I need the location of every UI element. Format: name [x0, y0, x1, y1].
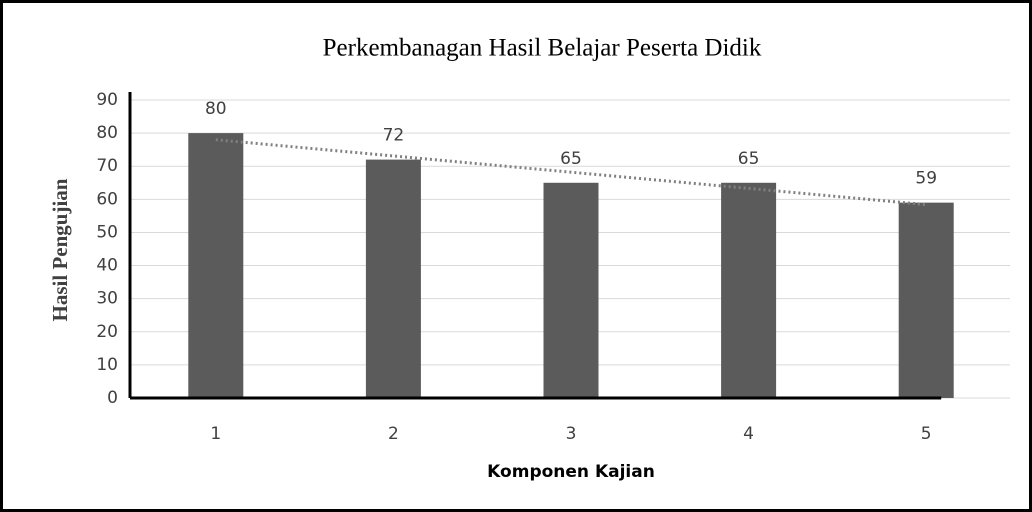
trendline: [215, 138, 927, 207]
x-tick-label: 4: [743, 424, 754, 444]
bar: [721, 182, 777, 398]
y-tick-label: 60: [96, 189, 118, 209]
y-tick-label: 0: [107, 388, 118, 408]
bar: [898, 202, 954, 398]
bar: [543, 182, 599, 398]
y-axis-label: Hasil Pengujian: [48, 178, 72, 321]
data-label: 65: [738, 149, 760, 169]
x-tick-label: 5: [921, 424, 932, 444]
x-tick-label: 2: [388, 424, 399, 444]
x-axis-label: Komponen Kajian: [487, 462, 655, 482]
y-tick-label: 50: [96, 222, 118, 242]
y-tick-label: 30: [96, 289, 118, 309]
y-tick-label: 20: [96, 322, 118, 342]
y-tick-label: 80: [96, 123, 118, 143]
y-tick-label: 90: [96, 90, 118, 110]
chart-title: Perkembanagan Hasil Belajar Peserta Didi…: [323, 35, 762, 62]
y-tick-label: 40: [96, 256, 118, 276]
data-label: 80: [205, 99, 227, 119]
x-tick-label: 1: [210, 424, 221, 444]
x-tick-label: 3: [566, 424, 577, 444]
data-label: 65: [560, 149, 582, 169]
y-tick-label: 10: [96, 355, 118, 375]
bar: [365, 159, 421, 398]
y-tick-label: 70: [96, 156, 118, 176]
data-label: 72: [383, 126, 405, 146]
bar: [188, 133, 244, 398]
data-label: 59: [915, 169, 937, 189]
